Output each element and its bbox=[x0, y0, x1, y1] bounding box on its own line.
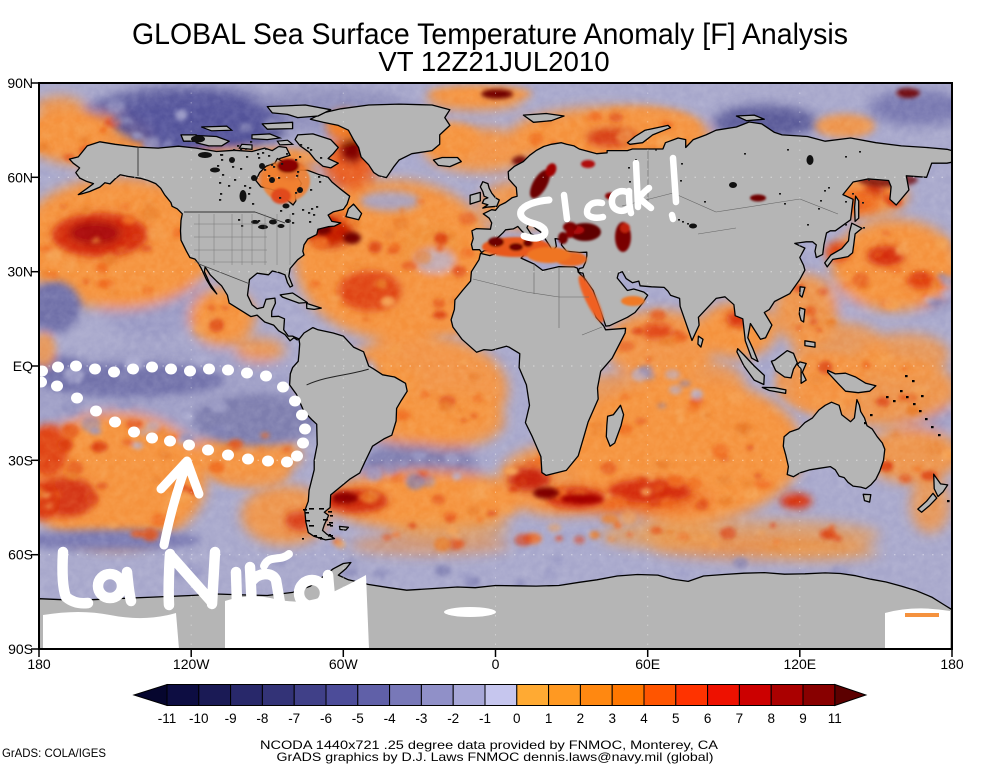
svg-text:30S: 30S bbox=[8, 452, 33, 468]
svg-text:VT 12Z21JUL2010: VT 12Z21JUL2010 bbox=[378, 47, 609, 78]
svg-text:90N: 90N bbox=[7, 75, 33, 91]
svg-text:60N: 60N bbox=[7, 169, 33, 185]
svg-text:-4: -4 bbox=[384, 711, 396, 726]
svg-text:-9: -9 bbox=[225, 711, 237, 726]
svg-text:-6: -6 bbox=[320, 711, 332, 726]
svg-text:120E: 120E bbox=[783, 656, 816, 672]
svg-text:-3: -3 bbox=[415, 711, 427, 726]
svg-text:90S: 90S bbox=[8, 641, 33, 657]
svg-text:180: 180 bbox=[940, 656, 964, 672]
svg-text:-8: -8 bbox=[256, 711, 268, 726]
svg-text:-7: -7 bbox=[288, 711, 300, 726]
svg-text:-1: -1 bbox=[479, 711, 491, 726]
svg-text:GLOBAL Sea Surface Temperature: GLOBAL Sea Surface Temperature Anomaly [… bbox=[132, 16, 848, 50]
svg-text:0: 0 bbox=[513, 711, 521, 726]
svg-text:5: 5 bbox=[672, 711, 680, 726]
svg-text:11: 11 bbox=[828, 711, 842, 726]
svg-text:30N: 30N bbox=[7, 264, 33, 280]
svg-text:60E: 60E bbox=[635, 656, 660, 672]
svg-text:GrADS: COLA/IGES: GrADS: COLA/IGES bbox=[2, 746, 106, 760]
svg-text:-2: -2 bbox=[447, 711, 459, 726]
svg-text:2: 2 bbox=[577, 711, 585, 726]
svg-text:60S: 60S bbox=[8, 547, 33, 563]
svg-text:NCODA 1440x721 .25 degree data: NCODA 1440x721 .25 degree data provided … bbox=[260, 738, 718, 752]
svg-text:120W: 120W bbox=[173, 656, 210, 672]
svg-text:-10: -10 bbox=[189, 711, 209, 726]
svg-text:-11: -11 bbox=[158, 711, 177, 726]
svg-text:7: 7 bbox=[736, 711, 744, 726]
svg-text:GrADS graphics by D.J. Laws FN: GrADS graphics by D.J. Laws FNMOC dennis… bbox=[277, 750, 714, 764]
svg-text:-5: -5 bbox=[352, 711, 364, 726]
svg-text:3: 3 bbox=[608, 711, 616, 726]
svg-text:6: 6 bbox=[704, 711, 712, 726]
svg-text:1: 1 bbox=[545, 711, 553, 726]
svg-text:4: 4 bbox=[640, 711, 648, 726]
svg-text:180: 180 bbox=[27, 656, 51, 672]
svg-text:9: 9 bbox=[799, 711, 807, 726]
svg-text:0: 0 bbox=[492, 656, 500, 672]
svg-text:EQ: EQ bbox=[13, 358, 33, 374]
svg-text:8: 8 bbox=[767, 711, 775, 726]
svg-text:60W: 60W bbox=[329, 656, 359, 672]
